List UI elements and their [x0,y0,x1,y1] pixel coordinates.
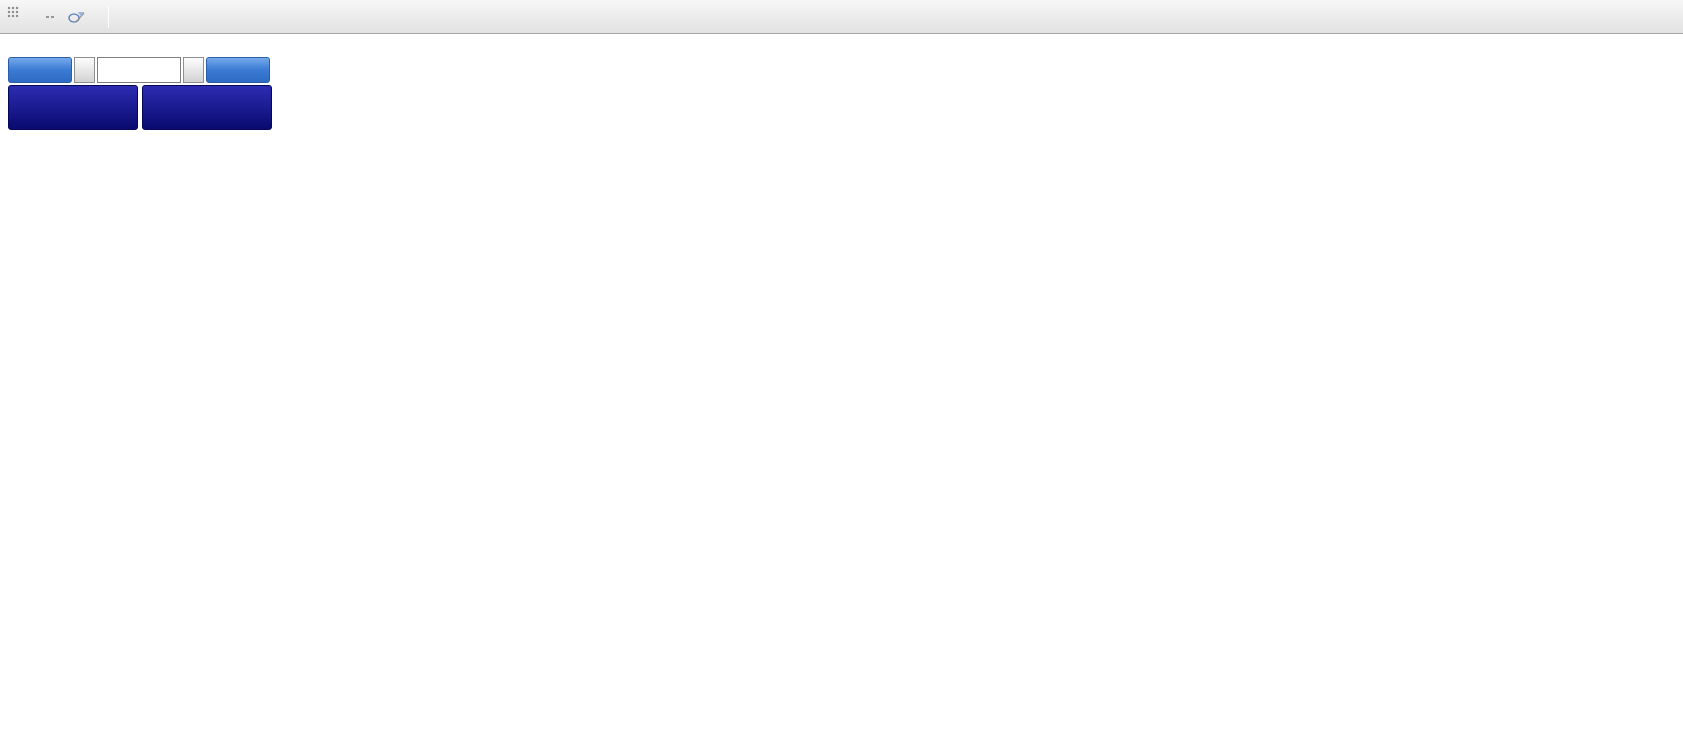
chart-title-bar [8,40,39,54]
buy-button[interactable] [206,57,270,83]
trade-controls-row [8,57,272,83]
sell-button[interactable] [8,57,72,83]
toolbar-drag-handle[interactable] [4,3,22,31]
volume-increase-button[interactable] [183,57,204,83]
grip-dots-icon [7,5,19,18]
shapes-tool-button[interactable] [62,4,94,30]
one-click-trading-panel [8,57,272,130]
time-axis[interactable] [0,694,1597,722]
volume-input[interactable] [97,57,181,83]
price-axis[interactable] [1598,34,1683,722]
buy-price-display[interactable] [142,85,272,130]
volume-decrease-button[interactable] [74,57,95,83]
text-tool-button[interactable] [26,4,38,30]
text-label-tool-icon [46,15,54,18]
trade-prices-row [8,85,272,130]
sell-price-display[interactable] [8,85,138,130]
top-toolbar [0,0,1683,34]
text-label-tool-button[interactable] [40,4,60,30]
shapes-tool-icon [68,10,85,24]
toolbar-separator [108,5,109,28]
rsi-indicator-label [8,577,14,589]
macd-indicator-label [8,518,20,530]
